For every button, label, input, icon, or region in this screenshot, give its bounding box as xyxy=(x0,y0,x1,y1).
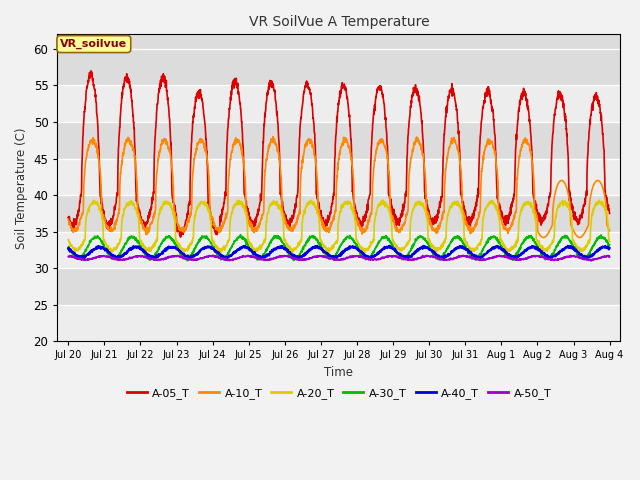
A-50_T xyxy=(355,253,362,259)
Line: A-50_T: A-50_T xyxy=(68,255,609,261)
Y-axis label: Soil Temperature (C): Soil Temperature (C) xyxy=(15,127,28,249)
A-30_T xyxy=(355,247,363,253)
Line: A-20_T: A-20_T xyxy=(68,200,609,252)
A-20_T xyxy=(355,241,362,247)
A-05_T xyxy=(177,234,184,240)
A-30_T xyxy=(573,251,581,256)
A-50_T xyxy=(587,258,595,264)
A-10_T xyxy=(216,228,223,233)
A-05_T xyxy=(605,211,613,216)
A-30_T xyxy=(605,242,613,248)
A-05_T xyxy=(573,219,581,225)
Bar xyxy=(58,85,620,122)
A-50_T xyxy=(573,253,581,259)
A-05_T xyxy=(367,165,374,170)
A-10_T xyxy=(540,235,547,240)
A-50_T xyxy=(497,253,504,259)
A-10_T xyxy=(65,216,72,222)
A-05_T xyxy=(497,208,504,214)
A-40_T xyxy=(558,246,566,252)
A-30_T xyxy=(497,243,504,249)
Line: A-05_T: A-05_T xyxy=(68,71,609,237)
A-30_T xyxy=(184,258,191,264)
A-30_T xyxy=(367,253,374,259)
A-10_T xyxy=(605,228,613,234)
A-40_T xyxy=(573,249,581,255)
A-50_T xyxy=(496,252,504,258)
A-20_T xyxy=(605,239,613,244)
A-05_T xyxy=(87,68,95,74)
Text: VR_soilvue: VR_soilvue xyxy=(60,39,127,49)
A-50_T xyxy=(558,255,566,261)
Title: VR SoilVue A Temperature: VR SoilVue A Temperature xyxy=(248,15,429,29)
Bar xyxy=(58,305,620,341)
A-30_T xyxy=(558,235,566,241)
A-10_T xyxy=(355,222,362,228)
A-30_T xyxy=(216,254,223,260)
A-10_T xyxy=(573,233,581,239)
Bar xyxy=(58,232,620,268)
A-10_T xyxy=(269,134,276,140)
A-10_T xyxy=(558,178,566,183)
A-20_T xyxy=(65,237,72,242)
A-50_T xyxy=(65,254,72,260)
A-20_T xyxy=(573,245,581,251)
A-40_T xyxy=(386,243,394,249)
A-20_T xyxy=(289,250,296,255)
Bar xyxy=(58,158,620,195)
A-10_T xyxy=(497,216,504,221)
A-40_T xyxy=(366,254,374,260)
A-50_T xyxy=(366,257,374,263)
A-20_T xyxy=(367,241,374,247)
Legend: A-05_T, A-10_T, A-20_T, A-30_T, A-40_T, A-50_T: A-05_T, A-10_T, A-20_T, A-30_T, A-40_T, … xyxy=(122,384,556,403)
A-30_T xyxy=(237,232,244,238)
A-50_T xyxy=(605,254,613,260)
A-05_T xyxy=(65,215,72,220)
X-axis label: Time: Time xyxy=(324,366,353,379)
A-05_T xyxy=(558,93,566,98)
A-20_T xyxy=(379,197,387,203)
Line: A-30_T: A-30_T xyxy=(68,235,609,261)
A-40_T xyxy=(355,246,362,252)
A-40_T xyxy=(605,245,613,251)
A-40_T xyxy=(438,255,446,261)
A-10_T xyxy=(367,213,374,218)
Line: A-40_T: A-40_T xyxy=(68,246,609,258)
A-40_T xyxy=(497,245,504,251)
A-20_T xyxy=(558,199,566,205)
A-20_T xyxy=(497,235,504,241)
A-05_T xyxy=(216,228,223,234)
A-05_T xyxy=(355,216,363,221)
A-50_T xyxy=(216,255,223,261)
A-30_T xyxy=(65,244,72,250)
A-20_T xyxy=(216,246,223,252)
A-40_T xyxy=(65,245,72,251)
Line: A-10_T: A-10_T xyxy=(68,137,609,238)
A-40_T xyxy=(216,251,223,256)
